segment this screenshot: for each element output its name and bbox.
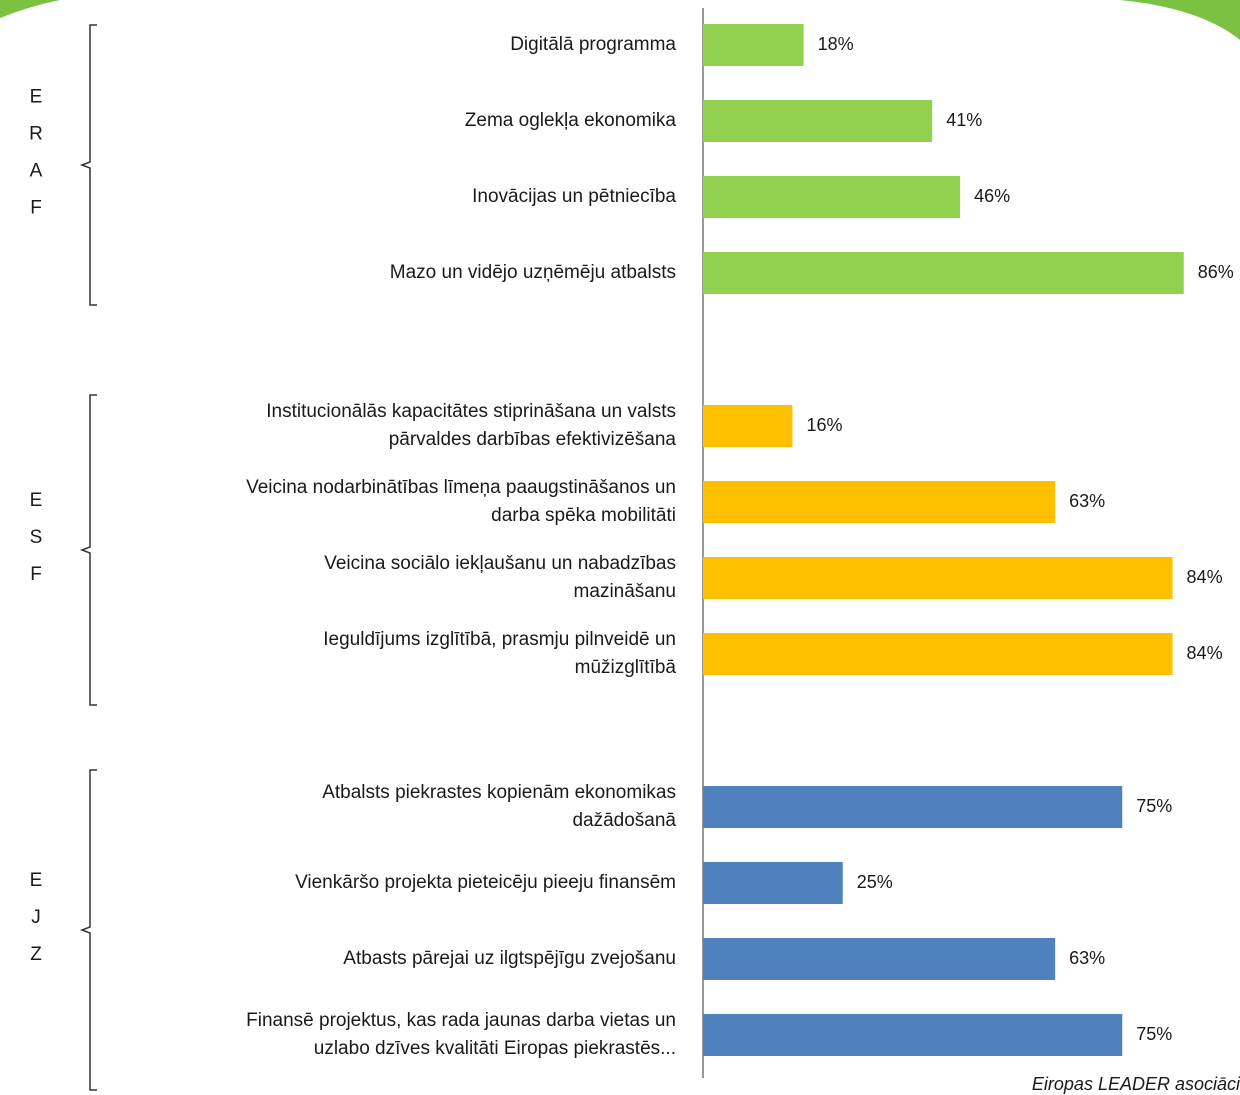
bar — [703, 862, 843, 904]
bar — [703, 557, 1173, 599]
category-label: Institucionālās kapacitātes stiprināšana… — [266, 401, 676, 422]
category-label: Atbalsts piekrastes kopienām ekonomikas — [322, 782, 676, 803]
category-label: Inovācijas un pētniecība — [472, 186, 676, 207]
bar — [703, 24, 804, 66]
group-label: J — [31, 907, 41, 928]
group-label: A — [30, 161, 43, 182]
value-label: 75% — [1136, 796, 1172, 816]
value-label: 41% — [946, 110, 982, 130]
group-label: S — [30, 527, 43, 548]
bar — [703, 405, 793, 447]
category-label: Digitālā programma — [510, 34, 676, 55]
value-label: 84% — [1187, 567, 1223, 587]
decoration — [0, 0, 60, 18]
value-label: 63% — [1069, 491, 1105, 511]
category-label: Veicina sociālo iekļaušanu un nabadzības — [324, 553, 676, 574]
decoration — [1120, 0, 1240, 40]
group-label: Z — [30, 944, 42, 965]
group-bracket — [79, 769, 97, 1091]
group-label: R — [29, 124, 43, 145]
category-label: Finansē projektus, kas rada jaunas darba… — [246, 1010, 676, 1031]
value-label: 63% — [1069, 948, 1105, 968]
group-label: F — [30, 198, 42, 219]
value-label: 86% — [1198, 262, 1234, 282]
bar — [703, 633, 1173, 675]
value-label: 75% — [1136, 1024, 1172, 1044]
value-label: 18% — [818, 34, 854, 54]
category-label: Ieguldījums izglītībā, prasmju pilnveidē… — [323, 629, 676, 650]
value-label: 25% — [857, 872, 893, 892]
category-label: Veicina nodarbinātības līmeņa paaugstinā… — [246, 477, 676, 498]
bar — [703, 481, 1056, 523]
group-label: E — [30, 87, 43, 108]
category-label: darba spēka mobilitāti — [491, 505, 676, 526]
bar — [703, 938, 1056, 980]
category-label: Vienkāršo projekta pieteicēju pieeju fin… — [295, 872, 676, 893]
category-label: mūžizglītībā — [575, 657, 677, 678]
group-bracket — [79, 24, 97, 306]
source: Eiropas LEADER asociāci — [1032, 1074, 1240, 1094]
group-label: F — [30, 564, 42, 585]
category-label: dažādošanā — [572, 810, 676, 831]
bar — [703, 786, 1123, 828]
bar — [703, 252, 1184, 294]
group-label: E — [30, 870, 43, 891]
value-label: 16% — [806, 415, 842, 435]
category-label: pārvaldes darbības efektivizēšana — [389, 429, 677, 450]
value-label: 84% — [1187, 643, 1223, 663]
value-label: 46% — [974, 186, 1010, 206]
category-label: mazināšanu — [574, 581, 676, 602]
bar — [703, 100, 933, 142]
category-label: Mazo un vidējo uzņēmēju atbalsts — [390, 262, 676, 283]
category-label: uzlabo dzīves kvalitāti Eiropas piekrast… — [314, 1038, 676, 1059]
group-label: E — [30, 490, 43, 511]
bar — [703, 176, 961, 218]
bar — [703, 1014, 1123, 1056]
category-label: Atbasts pārejai uz ilgtspējīgu zvejošanu — [343, 948, 676, 969]
group-bracket — [79, 394, 97, 706]
category-label: Zema oglekļa ekonomika — [465, 110, 677, 131]
